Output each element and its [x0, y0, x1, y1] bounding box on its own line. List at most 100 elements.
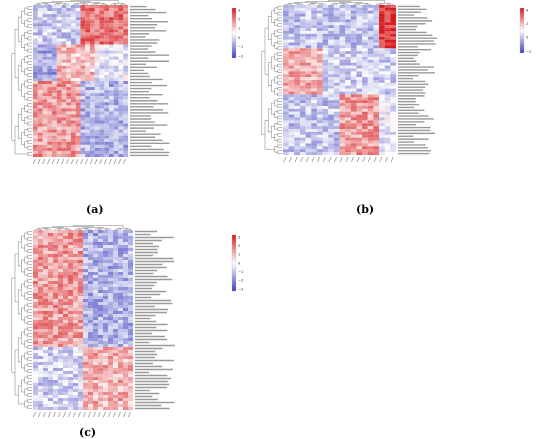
heatmap-cell — [123, 93, 129, 97]
heatmap-cell — [48, 278, 54, 282]
heatmap-cell — [75, 8, 81, 12]
heatmap-cell — [38, 347, 44, 351]
heatmap-cell — [373, 25, 380, 29]
heatmap-cell — [63, 395, 69, 399]
heatmap-cell — [48, 242, 54, 246]
heatmap-cell — [113, 299, 119, 303]
heatmap-cell — [68, 347, 74, 351]
heatmap-cell — [66, 50, 72, 54]
heatmap-cell — [316, 105, 323, 109]
heatmap-cell — [328, 120, 334, 124]
heatmap-cell — [128, 326, 134, 330]
heatmap-cell — [33, 96, 38, 100]
heatmap-cell — [83, 329, 89, 333]
heatmap-cell — [71, 59, 76, 63]
heatmap-cell — [75, 90, 81, 94]
heatmap-cell — [43, 407, 49, 411]
heatmap-cell — [305, 48, 312, 52]
heatmap-cell — [345, 25, 351, 29]
heatmap-cell — [305, 82, 312, 86]
heatmap-cell — [123, 14, 129, 18]
heatmap-cell — [316, 5, 323, 8]
heatmap-cell — [61, 74, 67, 79]
heatmap-cell — [311, 5, 317, 8]
heatmap-cell — [373, 19, 380, 23]
row-dendrogram — [11, 231, 32, 409]
heatmap-cell — [94, 129, 100, 133]
heatmap-cell — [288, 54, 295, 57]
heatmap-cell — [99, 32, 105, 36]
heatmap-cell — [75, 102, 81, 106]
heatmap-cell — [52, 5, 57, 9]
heatmap-cell — [53, 296, 59, 300]
heatmap-cell — [38, 281, 44, 285]
heatmap-cell — [294, 131, 300, 135]
heatmap-cell — [322, 94, 329, 98]
heatmap-cell — [98, 356, 104, 360]
heatmap-cell — [71, 65, 76, 69]
heatmap-cell — [98, 236, 104, 240]
heatmap-cell — [42, 62, 48, 66]
heatmap-cell — [98, 380, 104, 384]
heatmap-cell — [373, 143, 380, 147]
heatmap-cell — [379, 16, 385, 20]
heatmap-cell — [123, 44, 129, 48]
heatmap-cell — [384, 71, 391, 75]
heatmap-cell — [33, 398, 39, 402]
heatmap-cell — [328, 39, 334, 43]
heatmap-cell — [90, 123, 95, 127]
heatmap-cell — [305, 7, 312, 11]
heatmap-cell — [390, 137, 397, 141]
heatmap-cell — [305, 56, 312, 60]
heatmap-cell — [379, 39, 385, 43]
heatmap-cell — [118, 317, 124, 321]
heatmap-cell — [345, 82, 351, 86]
heatmap-cell — [99, 41, 105, 45]
heatmap-cell — [322, 103, 329, 107]
heatmap-cell — [299, 152, 306, 156]
heatmap-cell — [362, 111, 368, 115]
heatmap-cell — [66, 150, 72, 155]
heatmap-cell — [99, 8, 105, 12]
heatmap-cell — [103, 275, 109, 279]
heatmap-cell — [128, 332, 134, 336]
heatmap-cell — [63, 404, 69, 408]
heatmap-cell — [339, 51, 346, 55]
heatmap-cell — [33, 326, 39, 330]
heatmap-cell — [128, 257, 134, 261]
heatmap-cell — [379, 74, 385, 78]
heatmap-cell — [56, 144, 62, 148]
heatmap-cell — [61, 5, 67, 9]
heatmap-cell — [80, 108, 86, 112]
heatmap-cell — [73, 383, 79, 387]
colorbar — [231, 234, 237, 292]
heatmap-cell — [88, 317, 94, 321]
heatmap-cell — [88, 305, 94, 309]
heatmap-cell — [356, 54, 363, 57]
heatmap-cell — [384, 59, 391, 63]
heatmap-cell — [316, 108, 323, 112]
heatmap-cell — [123, 350, 129, 354]
heatmap-cell — [37, 14, 43, 18]
heatmap-cell — [283, 131, 289, 135]
heatmap-cell — [53, 284, 59, 288]
heatmap-cell — [113, 120, 119, 124]
heatmap-cell — [123, 374, 129, 378]
heatmap-cell — [322, 88, 329, 92]
heatmap-cell — [108, 281, 114, 285]
heatmap-cell — [42, 50, 48, 54]
heatmap-cell — [99, 123, 105, 127]
heatmap-cell — [373, 123, 380, 127]
heatmap-cell — [63, 281, 69, 285]
heatmap-cell — [108, 254, 114, 258]
heatmap-cell — [328, 129, 334, 132]
heatmap-cell — [113, 239, 119, 243]
heatmap-cell — [78, 251, 84, 255]
heatmap-cell — [316, 22, 323, 26]
heatmap-cell — [33, 153, 38, 158]
heatmap-cell — [88, 329, 94, 333]
heatmap-cell — [80, 26, 86, 30]
column-label — [362, 156, 366, 163]
heatmap-cell — [38, 254, 44, 258]
